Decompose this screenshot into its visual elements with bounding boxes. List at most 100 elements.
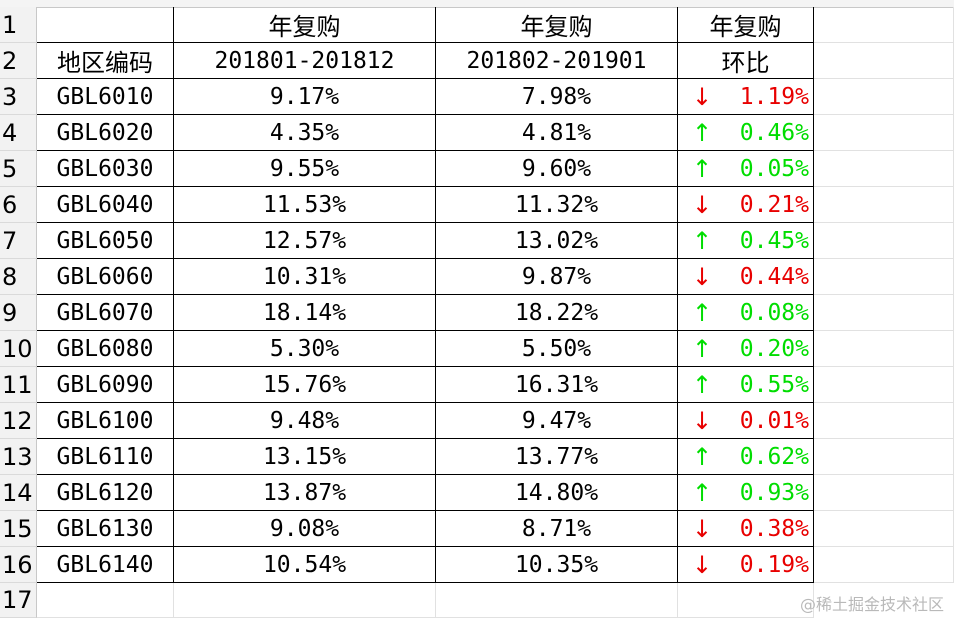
empty-cell[interactable] — [436, 583, 678, 618]
header-region-code[interactable]: 地区编码 — [37, 43, 174, 79]
empty-cell[interactable] — [814, 187, 954, 223]
header-change-label[interactable]: 环比 — [678, 43, 814, 79]
period2-rate-cell[interactable]: 9.60% — [436, 151, 678, 187]
period2-rate-cell[interactable]: 9.47% — [436, 403, 678, 439]
period1-rate-cell[interactable]: 12.57% — [174, 223, 436, 259]
empty-cell[interactable] — [814, 403, 954, 439]
period2-rate-cell[interactable]: 14.80% — [436, 475, 678, 511]
header-period1-title[interactable]: 年复购 — [174, 7, 436, 43]
region-code-cell[interactable]: GBL6050 — [37, 223, 174, 259]
period1-rate-cell[interactable]: 9.48% — [174, 403, 436, 439]
period1-rate-cell[interactable]: 10.31% — [174, 259, 436, 295]
region-code-cell[interactable]: GBL6070 — [37, 295, 174, 331]
period1-rate-cell[interactable]: 11.53% — [174, 187, 436, 223]
header-period2-title[interactable]: 年复购 — [436, 7, 678, 43]
row-header[interactable]: 11 — [0, 367, 37, 403]
region-code-cell[interactable]: GBL6090 — [37, 367, 174, 403]
empty-cell[interactable] — [814, 7, 954, 43]
region-code-cell[interactable]: GBL6020 — [37, 115, 174, 151]
row-header[interactable]: 3 — [0, 79, 37, 115]
period2-rate-cell[interactable]: 16.31% — [436, 367, 678, 403]
empty-cell[interactable] — [814, 295, 954, 331]
row-header-2[interactable]: 2 — [0, 43, 37, 79]
region-code-cell[interactable]: GBL6040 — [37, 187, 174, 223]
region-code-cell[interactable]: GBL6060 — [37, 259, 174, 295]
row-header[interactable]: 5 — [0, 151, 37, 187]
period1-rate-cell[interactable]: 9.08% — [174, 511, 436, 547]
empty-cell[interactable] — [814, 367, 954, 403]
period2-rate-cell[interactable]: 11.32% — [436, 187, 678, 223]
empty-cell[interactable] — [678, 583, 814, 618]
row-header-17[interactable]: 17 — [0, 583, 37, 618]
empty-cell[interactable] — [814, 151, 954, 187]
header-period2-range[interactable]: 201802-201901 — [436, 43, 678, 79]
change-cell[interactable]: ↑ 0.45% — [678, 223, 814, 259]
header-period1-range[interactable]: 201801-201812 — [174, 43, 436, 79]
period2-rate-cell[interactable]: 5.50% — [436, 331, 678, 367]
region-code-cell[interactable]: GBL6010 — [37, 79, 174, 115]
period1-rate-cell[interactable]: 5.30% — [174, 331, 436, 367]
change-cell[interactable]: ↑ 0.20% — [678, 331, 814, 367]
region-code-cell[interactable]: GBL6120 — [37, 475, 174, 511]
row-header[interactable]: 12 — [0, 403, 37, 439]
empty-cell[interactable] — [814, 439, 954, 475]
period1-rate-cell[interactable]: 18.14% — [174, 295, 436, 331]
header-change-title[interactable]: 年复购 — [678, 7, 814, 43]
period1-rate-cell[interactable]: 9.17% — [174, 79, 436, 115]
row-header[interactable]: 10 — [0, 331, 37, 367]
row-header[interactable]: 14 — [0, 475, 37, 511]
period1-rate-cell[interactable]: 10.54% — [174, 547, 436, 583]
header-region-cell-1[interactable] — [37, 7, 174, 43]
row-header[interactable]: 6 — [0, 187, 37, 223]
period1-rate-cell[interactable]: 9.55% — [174, 151, 436, 187]
region-code-cell[interactable]: GBL6130 — [37, 511, 174, 547]
region-code-cell[interactable]: GBL6030 — [37, 151, 174, 187]
empty-cell[interactable] — [814, 115, 954, 151]
empty-cell[interactable] — [814, 547, 954, 583]
change-cell[interactable]: ↓ 0.19% — [678, 547, 814, 583]
empty-cell[interactable] — [814, 79, 954, 115]
period2-rate-cell[interactable]: 9.87% — [436, 259, 678, 295]
row-header-1[interactable]: 1 — [0, 7, 37, 43]
period2-rate-cell[interactable]: 13.77% — [436, 439, 678, 475]
empty-cell[interactable] — [814, 223, 954, 259]
row-header[interactable]: 9 — [0, 295, 37, 331]
change-cell[interactable]: ↓ 0.01% — [678, 403, 814, 439]
change-cell[interactable]: ↑ 0.55% — [678, 367, 814, 403]
empty-cell[interactable] — [174, 583, 436, 618]
period2-rate-cell[interactable]: 18.22% — [436, 295, 678, 331]
period2-rate-cell[interactable]: 8.71% — [436, 511, 678, 547]
empty-cell[interactable] — [814, 331, 954, 367]
period1-rate-cell[interactable]: 15.76% — [174, 367, 436, 403]
period1-rate-cell[interactable]: 13.15% — [174, 439, 436, 475]
row-header[interactable]: 7 — [0, 223, 37, 259]
empty-cell[interactable] — [814, 511, 954, 547]
period2-rate-cell[interactable]: 7.98% — [436, 79, 678, 115]
period1-rate-cell[interactable]: 4.35% — [174, 115, 436, 151]
change-cell[interactable]: ↑ 0.93% — [678, 475, 814, 511]
change-cell[interactable]: ↑ 0.46% — [678, 115, 814, 151]
region-code-cell[interactable]: GBL6140 — [37, 547, 174, 583]
row-header[interactable]: 13 — [0, 439, 37, 475]
region-code-cell[interactable]: GBL6100 — [37, 403, 174, 439]
row-header[interactable]: 16 — [0, 547, 37, 583]
empty-cell[interactable] — [814, 259, 954, 295]
period1-rate-cell[interactable]: 13.87% — [174, 475, 436, 511]
empty-cell[interactable] — [814, 43, 954, 79]
row-header[interactable]: 8 — [0, 259, 37, 295]
change-cell[interactable]: ↑ 0.08% — [678, 295, 814, 331]
change-cell[interactable]: ↓ 1.19% — [678, 79, 814, 115]
row-header[interactable]: 15 — [0, 511, 37, 547]
row-header[interactable]: 4 — [0, 115, 37, 151]
empty-cell[interactable] — [37, 583, 174, 618]
period2-rate-cell[interactable]: 13.02% — [436, 223, 678, 259]
region-code-cell[interactable]: GBL6110 — [37, 439, 174, 475]
change-cell[interactable]: ↓ 0.44% — [678, 259, 814, 295]
change-cell[interactable]: ↑ 0.05% — [678, 151, 814, 187]
region-code-cell[interactable]: GBL6080 — [37, 331, 174, 367]
period2-rate-cell[interactable]: 10.35% — [436, 547, 678, 583]
period2-rate-cell[interactable]: 4.81% — [436, 115, 678, 151]
change-cell[interactable]: ↓ 0.21% — [678, 187, 814, 223]
change-cell[interactable]: ↓ 0.38% — [678, 511, 814, 547]
empty-cell[interactable] — [814, 475, 954, 511]
